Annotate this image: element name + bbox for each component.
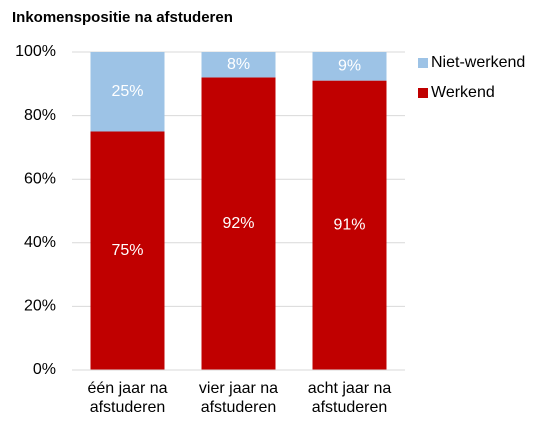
- y-tick-label: 80%: [24, 107, 56, 124]
- bar-segment: [201, 77, 276, 370]
- y-tick-label: 40%: [24, 234, 56, 251]
- data-label: 25%: [111, 83, 143, 100]
- bar-segment: [90, 52, 165, 132]
- data-label: 91%: [333, 217, 365, 234]
- bar-segment: [201, 52, 276, 78]
- bar-segment: [312, 80, 387, 371]
- y-tick-label: 100%: [15, 43, 56, 60]
- chart-title: Inkomenspositie na afstuderen: [12, 9, 233, 26]
- data-label: 9%: [338, 58, 361, 75]
- bar-segment: [312, 52, 387, 81]
- legend-label: Niet-werkend: [431, 54, 525, 71]
- data-label: 75%: [111, 242, 143, 259]
- legend-swatch: [418, 58, 428, 68]
- y-tick-label: 0%: [33, 361, 56, 378]
- legend-swatch: [418, 88, 428, 98]
- x-tick-label: acht jaar na afstuderen: [307, 380, 392, 416]
- bar-segment: [90, 131, 165, 370]
- data-label: 92%: [222, 215, 254, 232]
- x-tick-label: één jaar na afstuderen: [87, 380, 168, 416]
- data-label: 8%: [227, 56, 250, 73]
- y-tick-label: 20%: [24, 298, 56, 315]
- x-tick-label: vier jaar na afstuderen: [198, 380, 279, 416]
- y-tick-label: 60%: [24, 170, 56, 187]
- legend-label: Werkend: [431, 84, 495, 101]
